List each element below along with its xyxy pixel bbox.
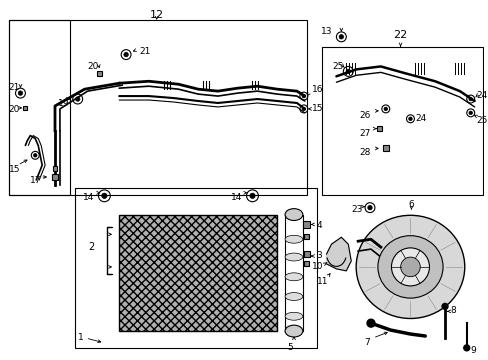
Circle shape: [391, 248, 428, 286]
Ellipse shape: [285, 325, 302, 337]
Text: 28: 28: [358, 148, 370, 157]
Bar: [303, 221, 309, 228]
Circle shape: [18, 91, 22, 95]
Bar: [303, 251, 309, 257]
Text: 26: 26: [358, 111, 370, 120]
Bar: [52, 166, 58, 171]
Text: 20: 20: [9, 105, 20, 114]
Bar: [97, 71, 102, 76]
Bar: [321, 47, 482, 195]
Circle shape: [33, 153, 37, 157]
Circle shape: [408, 117, 411, 121]
Text: 1: 1: [78, 333, 83, 342]
Circle shape: [400, 257, 419, 277]
Ellipse shape: [285, 209, 302, 220]
Circle shape: [302, 94, 305, 98]
Ellipse shape: [285, 235, 302, 243]
Bar: [119, 215, 277, 331]
Circle shape: [468, 97, 471, 101]
Text: 5: 5: [286, 343, 292, 352]
Bar: [52, 174, 58, 180]
Text: 7: 7: [364, 338, 369, 347]
Text: 20: 20: [87, 62, 99, 71]
Bar: [9, 20, 306, 195]
Ellipse shape: [285, 253, 302, 261]
Bar: [285, 215, 302, 331]
Text: 27: 27: [358, 129, 370, 138]
Polygon shape: [326, 237, 350, 271]
Text: 4: 4: [316, 221, 322, 230]
Circle shape: [468, 111, 471, 114]
Circle shape: [123, 52, 128, 57]
Ellipse shape: [285, 273, 302, 281]
Text: 24: 24: [476, 91, 487, 100]
Text: 10: 10: [311, 262, 323, 271]
Text: 6: 6: [408, 200, 413, 209]
Text: 25: 25: [476, 116, 487, 125]
Circle shape: [75, 97, 80, 101]
Circle shape: [366, 319, 374, 327]
Text: 22: 22: [393, 30, 407, 40]
Circle shape: [339, 35, 343, 39]
Text: 14: 14: [82, 193, 94, 202]
Bar: [23, 106, 27, 110]
Circle shape: [346, 69, 350, 73]
Bar: [9, 20, 70, 195]
Text: 24: 24: [415, 114, 426, 123]
Text: 19: 19: [58, 99, 69, 108]
Text: 21: 21: [9, 83, 20, 92]
Bar: [304, 234, 308, 239]
Text: 13: 13: [320, 27, 332, 36]
Text: 3: 3: [316, 251, 322, 260]
Bar: [377, 126, 382, 131]
Text: 11: 11: [316, 277, 327, 286]
Circle shape: [302, 107, 305, 111]
Circle shape: [367, 206, 371, 210]
Bar: [382, 145, 388, 151]
Ellipse shape: [377, 236, 442, 298]
Text: 17: 17: [30, 176, 42, 185]
Text: 2: 2: [88, 242, 95, 252]
Circle shape: [383, 107, 387, 111]
Ellipse shape: [355, 215, 464, 319]
Text: 16: 16: [311, 85, 323, 94]
Circle shape: [102, 193, 107, 198]
Text: 21: 21: [139, 47, 150, 56]
Text: 14: 14: [230, 193, 242, 202]
Bar: [75, 188, 316, 348]
Circle shape: [441, 303, 447, 309]
Text: 9: 9: [470, 346, 475, 355]
Bar: [304, 261, 308, 266]
Text: 15: 15: [9, 165, 20, 174]
Circle shape: [463, 345, 469, 351]
Text: 25: 25: [332, 62, 343, 71]
Text: 12: 12: [149, 10, 163, 20]
Ellipse shape: [285, 312, 302, 320]
Text: 23: 23: [350, 205, 362, 214]
Text: 15: 15: [311, 104, 323, 113]
Ellipse shape: [285, 293, 302, 301]
Circle shape: [249, 193, 255, 198]
Text: 8: 8: [449, 306, 455, 315]
